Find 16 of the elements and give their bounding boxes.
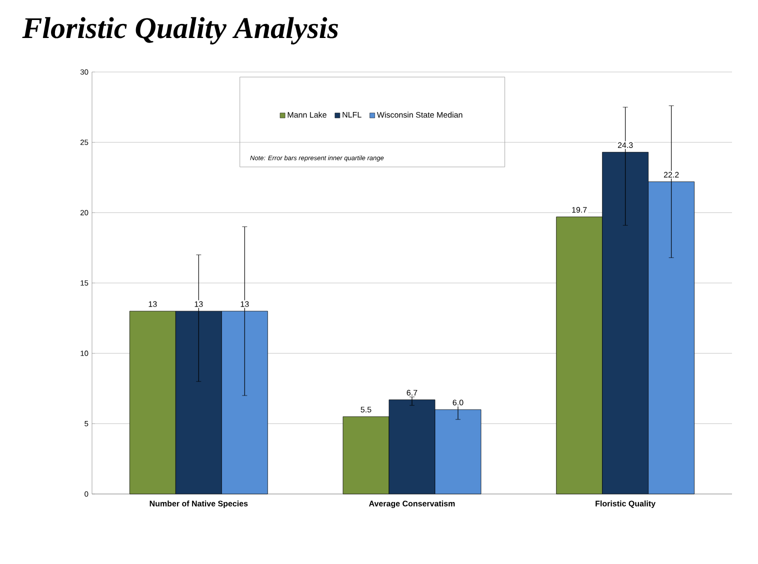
chart-title: Floristic Quality Analysis [22, 17, 338, 44]
data-label: 13 [148, 301, 157, 307]
legend-label: Mann Lake [288, 112, 326, 118]
legend-label: NLFL [342, 112, 362, 118]
legend-label: Wisconsin State Median [376, 112, 462, 118]
data-label: 6.0 [452, 400, 464, 406]
data-label: 13 [240, 301, 249, 307]
x-tick-label: Floristic Quality [596, 500, 656, 508]
data-label: 24.3 [618, 142, 633, 148]
data-label: 22.2 [664, 172, 679, 178]
x-tick-label: Average Conservatism [369, 500, 455, 508]
data-label: 5.5 [360, 406, 372, 412]
data-label: 6.7 [406, 390, 418, 396]
data-label: 13 [194, 301, 203, 307]
x-tick-label: Number of Native Species [150, 500, 248, 508]
data-label: 19.7 [572, 207, 587, 213]
